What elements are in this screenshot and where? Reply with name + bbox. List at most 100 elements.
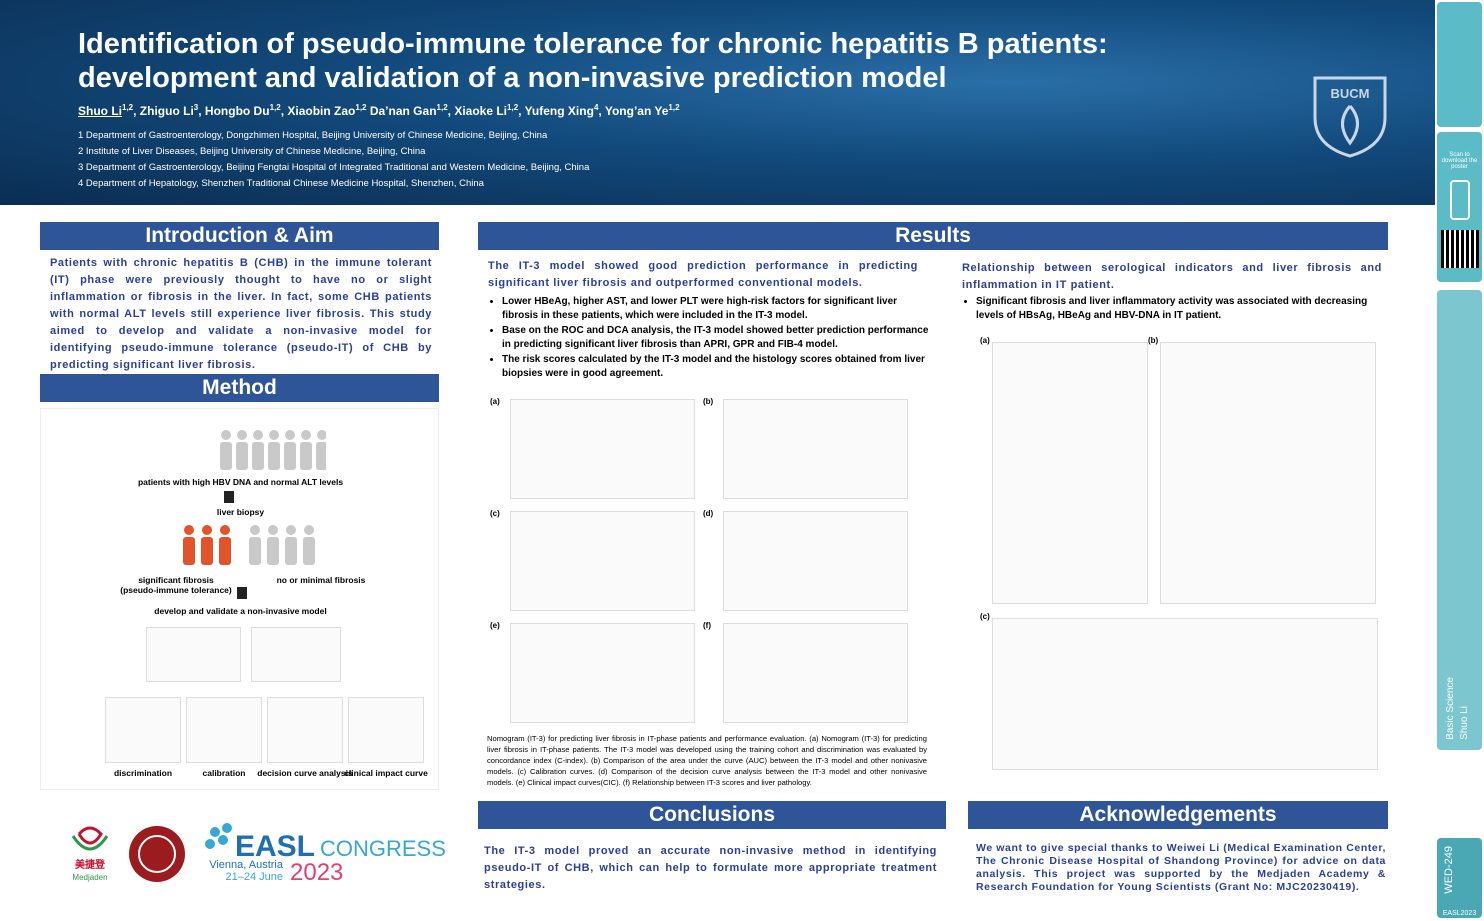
section-heading: Results [478,222,1388,250]
person-head [317,430,326,440]
panel-label: (b) [1148,336,1159,345]
sidebar-text: EASL2023 [1442,910,1477,917]
university-logo: BUCM [1313,76,1387,158]
person-body [300,442,312,470]
figure-panel [510,399,695,499]
bullets: Significant fibrosis and liver inflammat… [962,295,1382,324]
method-label: develop and validate a non-invasive mode… [154,606,327,616]
person-body [219,537,231,565]
sidebar-congress: Basic Science Shuo Li [1437,290,1482,750]
method-label: patients with high HBV DNA and normal AL… [137,477,344,487]
bullet: Lower HBeAg, higher AST, and lower PLT w… [502,295,933,323]
sidebar-badge [1437,2,1482,127]
figure-panel [1160,342,1376,604]
logo-text: 21–24 June [226,871,284,883]
sidebar: Scan to download the poster Basic Scienc… [1435,0,1484,921]
person-head [184,525,194,535]
sidebar-text: WED-249 [1443,846,1455,894]
person-head [221,430,231,440]
person-body [201,537,213,565]
affiliation: 3 Department of Gastroenterology, Beijin… [78,162,590,173]
author-name: Hongbo Du [204,104,270,118]
logo-text: Vienna, Austria [209,859,284,871]
person-head [237,430,247,440]
people-icons [220,430,326,470]
panel-label: (e) [490,621,500,630]
phone-icon [1449,180,1470,220]
sidebar-code: WED-249 EASL2023 [1437,838,1482,918]
conclusions-text: The IT-3 model proved an accurate non-in… [484,845,937,891]
results-subheading: Relationship between serological indicat… [962,262,1382,291]
bullet: Base on the ROC and DCA analysis, the IT… [502,324,933,352]
sidebar-text: Basic Science [1445,677,1456,740]
person-head [269,430,279,440]
method-label: liver biopsy [216,507,265,517]
affiliation: 4 Department of Hepatology, Shenzhen Tra… [78,178,484,189]
panel-label: discrimination [113,768,173,778]
author-name: Shuo Li [78,104,122,118]
bullets: Lower HBeAg, higher AST, and lower PLT w… [488,295,933,382]
person-head [285,430,295,440]
section-heading: Conclusions [478,801,946,829]
author-sup: 1,2 [122,103,134,112]
sidebar-scan: Scan to download the poster [1437,132,1482,282]
author-sup: 1,2 [269,103,281,112]
figure-panel [510,623,695,723]
author-name: Da’nan Gan [369,104,437,118]
person-body [236,442,248,470]
section-heading: Method [40,374,439,402]
author-name: Xiaobin Zao [287,104,356,118]
figure-panel [510,511,695,611]
bullet: The risk scores calculated by the IT-3 m… [502,353,933,381]
person-body [268,442,280,470]
affiliation: 1 Department of Gastroenterology, Dongzh… [78,130,548,141]
figure-panel [723,399,908,499]
person-head [268,525,278,535]
figure-thumbnail [267,697,343,763]
footer-logos: 美捷登 Medjaden EASL CONGRESS Vienna, Austr… [71,823,445,886]
title: development and validation of a non-inva… [78,62,947,94]
person-head [301,430,311,440]
results-subheading: The IT-3 model showed good prediction pe… [488,260,918,289]
figure-thumbnail [186,697,262,763]
author-sup: 1,2 [355,103,367,112]
person-body [303,537,315,565]
author-sup: 1,2 [436,103,448,112]
panel-label: (a) [980,336,990,345]
method-label: significant fibrosis (pseudo-immune tole… [120,575,232,595]
figure-thumbnail [146,627,241,682]
authors: Shuo Li1,2, Zhiguo Li3, Hongbo Du1,2, Xi… [78,103,680,118]
logo-text: CONGRESS [320,836,445,861]
qr-code [1440,230,1479,268]
panel-label: (f) [703,621,711,630]
panel-label: decision curve analysis [257,768,353,778]
header: Identification of pseudo-immune toleranc… [0,0,1435,205]
person-body [249,537,261,565]
person-head [250,525,260,535]
person-head [286,525,296,535]
person-body [183,537,195,565]
logo-text: 美捷登 [75,858,106,871]
intro-text: Patients with chronic hepatitis B (CHB) … [50,257,432,371]
method-box: patients with high HBV DNA and normal AL… [40,408,439,790]
panel-label: (c) [490,509,500,518]
figure-thumbnail [251,627,341,682]
panel-label: calibration [202,768,246,778]
person-head [220,525,230,535]
author-name: Zhiguo Li [139,104,194,118]
logo-text: EASL [235,830,315,863]
figure-panel [992,618,1378,770]
person-body [267,537,279,565]
figure-thumbnail [105,697,181,763]
figure-caption: Nomogram (IT-3) for predicting liver fib… [487,734,927,787]
panel-label: (d) [703,509,714,518]
method-label: no or minimal fibrosis [276,575,366,585]
sidebar-text: Shuo Li [1459,706,1470,740]
people-icons [183,525,315,565]
person-body [284,442,296,470]
author-sup: 3 [193,103,199,112]
author-sup: 1,2 [668,103,680,112]
panel-label: (c) [980,612,990,621]
person-body [220,442,232,470]
